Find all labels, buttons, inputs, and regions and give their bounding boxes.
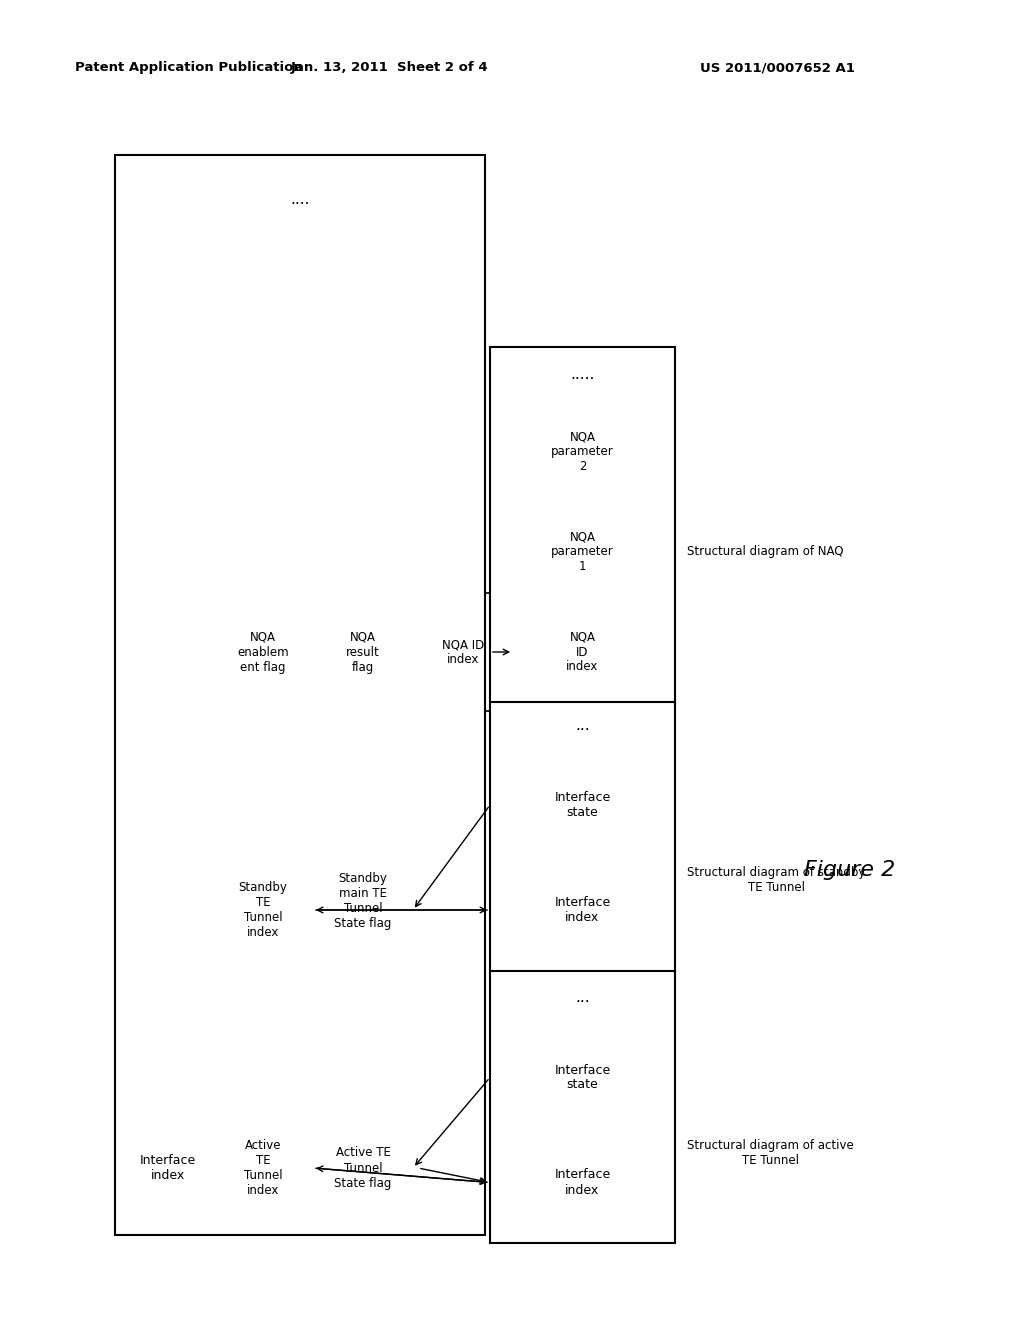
Bar — [490, 1130, 675, 1236]
Bar — [490, 858, 675, 962]
Text: Structural diagram of standby
TE Tunnel: Structural diagram of standby TE Tunnel — [687, 866, 865, 894]
Bar — [313, 1109, 413, 1228]
Bar — [490, 403, 675, 502]
Text: NQA
ID
index: NQA ID index — [566, 631, 599, 673]
Text: Structural diagram of NAQ: Structural diagram of NAQ — [687, 545, 844, 558]
Bar — [490, 697, 675, 970]
Text: Active TE
Tunnel
State flag: Active TE Tunnel State flag — [334, 1147, 392, 1189]
Text: Interface
index: Interface index — [554, 1168, 610, 1196]
Text: Interface
state: Interface state — [554, 791, 610, 818]
Text: NQA
enablem
ent flag: NQA enablem ent flag — [238, 631, 289, 673]
Bar — [313, 593, 413, 711]
Text: NQA
parameter
1: NQA parameter 1 — [551, 531, 613, 573]
Text: Standby
main TE
Tunnel
State flag: Standby main TE Tunnel State flag — [334, 873, 392, 931]
Bar — [490, 502, 675, 602]
Bar — [213, 593, 313, 711]
Text: ...: ... — [575, 990, 590, 1005]
Text: Figure 2: Figure 2 — [805, 861, 896, 880]
Bar — [490, 347, 675, 403]
Bar — [123, 1109, 213, 1228]
Text: NQA
parameter
2: NQA parameter 2 — [551, 430, 613, 474]
Text: NQA
result
flag: NQA result flag — [346, 631, 380, 673]
Bar — [490, 347, 675, 702]
Bar — [413, 593, 513, 711]
Bar — [213, 1109, 313, 1228]
Bar — [490, 970, 675, 1026]
Bar — [490, 970, 675, 1243]
Text: US 2011/0007652 A1: US 2011/0007652 A1 — [700, 62, 855, 74]
Text: Interface
index: Interface index — [554, 896, 610, 924]
Text: Interface
state: Interface state — [554, 1064, 610, 1092]
Bar — [490, 1026, 675, 1130]
Bar — [213, 851, 313, 969]
Text: ....: .... — [290, 193, 309, 207]
Text: Standby
TE
Tunnel
index: Standby TE Tunnel index — [239, 880, 288, 939]
Text: Jan. 13, 2011  Sheet 2 of 4: Jan. 13, 2011 Sheet 2 of 4 — [291, 62, 488, 74]
Text: Patent Application Publication: Patent Application Publication — [75, 62, 303, 74]
Bar — [313, 851, 413, 969]
Bar — [490, 602, 675, 702]
Text: Interface
index: Interface index — [140, 1154, 197, 1181]
Text: Structural diagram of active
TE Tunnel: Structural diagram of active TE Tunnel — [687, 1138, 854, 1167]
Text: .....: ..... — [570, 367, 595, 381]
Text: NQA ID
index: NQA ID index — [442, 638, 484, 667]
Text: Active
TE
Tunnel
index: Active TE Tunnel index — [244, 1139, 283, 1197]
Text: ...: ... — [575, 718, 590, 733]
Bar — [490, 752, 675, 858]
Bar — [115, 154, 485, 1236]
Bar — [490, 697, 675, 752]
